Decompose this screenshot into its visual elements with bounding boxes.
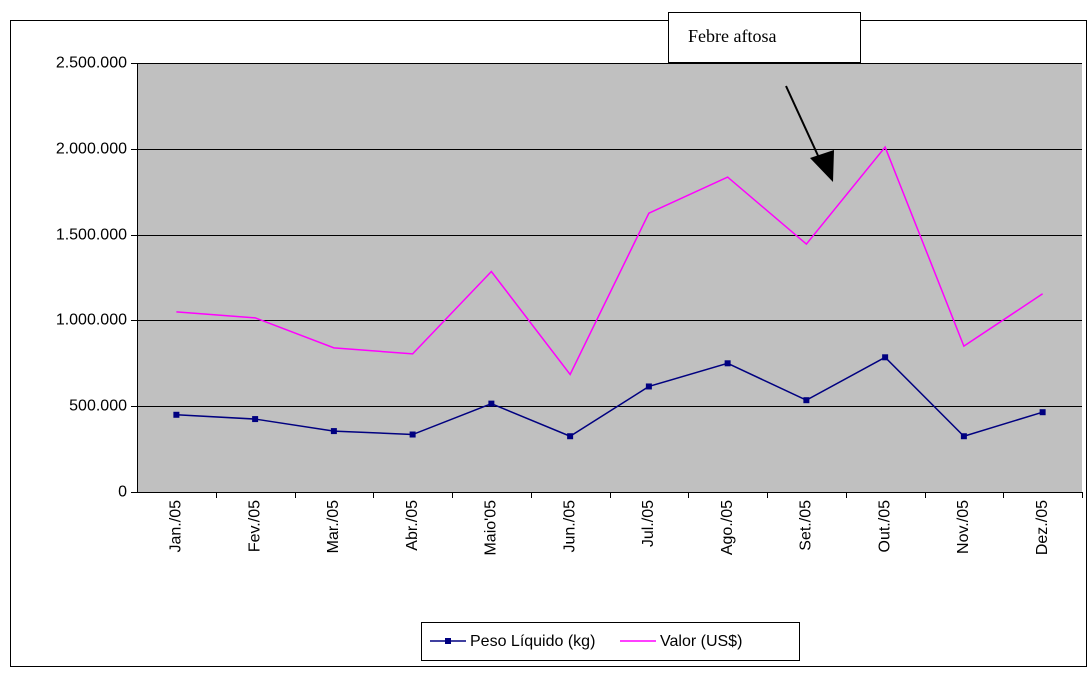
marker (173, 411, 180, 418)
x-tick-label: Maio'05 (483, 500, 500, 556)
x-tick-label: Out./05 (876, 500, 893, 553)
plot-background (137, 63, 1082, 492)
annotation-arrow (785, 85, 821, 161)
x-tick-label: Ago./05 (719, 500, 736, 555)
series-line (176, 145, 1044, 376)
marker (882, 354, 889, 361)
x-tick-label: Jun./05 (561, 500, 578, 553)
y-tick-label: 1.500.000 (56, 227, 127, 244)
legend-label: Peso Líquido (kg) (470, 633, 595, 650)
legend (421, 622, 800, 661)
marker (1039, 409, 1046, 416)
x-tick-label: Set./05 (798, 500, 815, 551)
marker (803, 397, 810, 404)
marker (252, 416, 259, 423)
legend-marker (445, 638, 451, 644)
series-line (176, 356, 1043, 438)
x-tick-label: Abr./05 (404, 500, 421, 551)
arrow-head (810, 150, 834, 182)
y-tick-label: 500.000 (69, 398, 127, 415)
marker (409, 431, 416, 438)
y-tick-label: 0 (118, 484, 127, 501)
y-tick-label: 2.000.000 (56, 141, 127, 158)
annotation-text: Febre aftosa (688, 26, 776, 46)
x-tick-label: Mar./05 (325, 500, 342, 553)
legend-label: Valor (US$) (660, 633, 742, 650)
marker (567, 433, 574, 440)
y-tick-label: 2.500.000 (56, 55, 127, 72)
marker (488, 400, 495, 407)
marker (330, 428, 337, 435)
marker (960, 433, 967, 440)
x-tick-label: Nov./05 (955, 500, 972, 554)
marker (724, 360, 731, 367)
y-tick-label: 1.000.000 (56, 312, 127, 329)
marker (645, 383, 652, 390)
x-tick-label: Jan./05 (168, 500, 185, 553)
x-tick-label: Fev./05 (246, 500, 263, 552)
x-tick-label: Dez./05 (1034, 500, 1051, 555)
x-tick-label: Jul./05 (640, 500, 657, 547)
annotation-box (668, 12, 861, 63)
